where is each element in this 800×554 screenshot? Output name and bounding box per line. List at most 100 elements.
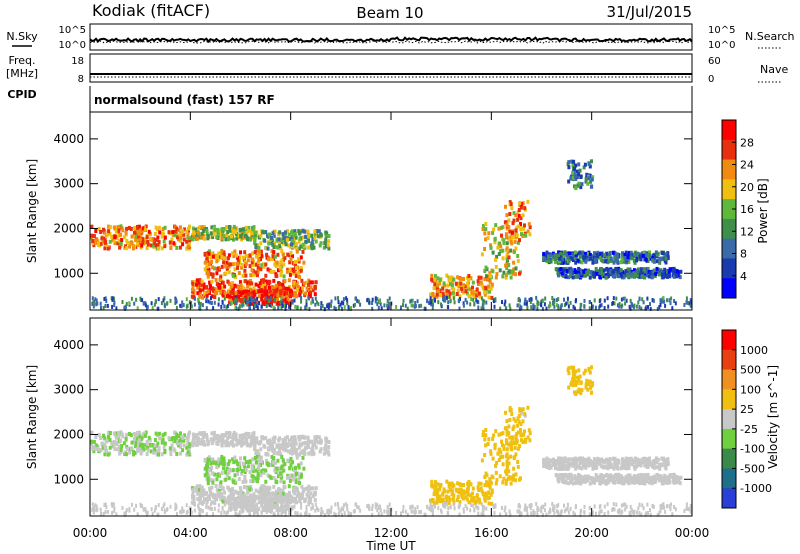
power-echo-cell [641,253,645,258]
velocity-echo-cell [446,495,450,500]
velocity-echo-cell [137,430,141,435]
power-echo-cell [477,291,481,296]
velocity-echo-cell [488,479,492,484]
power-echo-cell [664,274,667,279]
power-echo-cell [508,229,512,234]
power-echo-cell [514,246,518,251]
velocity-echo-cell [449,488,452,493]
velocity-echo-cell [456,481,460,486]
velocity-echo-cell [117,431,121,436]
power-echo-cell [175,245,179,250]
velocity-echo-cell [230,490,234,495]
power-echo-cell [485,274,488,279]
power-echo-cell [215,259,219,264]
velocity-echo-cell [218,461,222,465]
power-echo-cell [567,275,571,280]
power-echo-cell [383,303,386,308]
velocity-echo-cell [313,439,317,444]
velocity-echo-cell [294,465,297,470]
power-echo-cell [471,280,475,285]
velocity-echo-cell [584,465,588,470]
power-echo-cell [311,297,314,301]
velocity-echo-cell [202,491,206,496]
power-echo-cell [291,254,294,259]
velocity-echo-cell [171,436,175,441]
power-echo-cell [445,273,449,278]
noise-search-line [89,40,693,44]
velocity-echo-cell [192,440,196,445]
velocity-echo-cell [206,442,210,447]
power-echo-cell [663,267,667,272]
velocity-echo-cell [125,432,129,437]
velocity-echo-cell [606,480,610,484]
velocity-echo-cell [301,448,305,453]
power-echo-cell [560,260,563,265]
power-echo-cell [515,226,519,231]
power-echo-cell [579,185,583,190]
velocity-echo-cell [624,475,628,480]
power-echo-cell [108,231,112,236]
power-echo-cell [144,303,147,308]
velocity-echo-cell [455,498,459,502]
power-echo-cell [619,260,623,265]
power-echo-cell [511,235,515,240]
power-echo-cell [587,176,591,181]
power-echo-cell [222,253,226,258]
power-echo-cell [263,285,267,290]
power-echo-cell [222,256,226,261]
velocity-echo-cell [198,499,202,504]
power-echo-cell [674,301,677,306]
power-echo-cell [108,225,112,229]
power-echo-cell [178,233,182,237]
power-echo-cell [250,231,254,236]
velocity-echo-cell [218,438,222,443]
power-echo-cell [265,252,269,257]
velocity-echo-cell [451,489,454,494]
velocity-echo-cell [521,419,525,424]
power-echo-cell [519,205,523,210]
velocity-echo-cell [590,477,594,482]
power-echo-cell [507,255,511,260]
power-echo-cell [387,301,390,306]
power-echo-cell [414,304,417,308]
velocity-echo-cell [611,480,615,485]
power-echo-cell [504,275,508,280]
velocity-echo-cell [210,485,214,490]
power-echo-cell [330,299,333,304]
power-echo-cell [260,263,264,268]
velocity-echo-cell [652,465,656,470]
power-echo-cell [479,280,483,285]
power-echo-cell [652,298,655,303]
power-echo-cell [205,296,208,301]
velocity-echo-cell [547,461,550,465]
power-echo-cell [220,264,224,269]
velocity-echo-cell [299,450,303,455]
power-echo-cell [137,236,141,241]
power-echo-cell [523,223,526,228]
power-echo-cell [566,300,569,305]
power-echo-cell [628,304,631,309]
velocity-echo-cell [545,456,549,461]
power-echo-cell [231,262,235,267]
power-echo-cell [246,296,249,301]
velocity-echo-cell [175,441,179,446]
power-echo-cell [460,289,464,293]
power-echo-cell [574,272,578,277]
velocity-echo-cell [172,447,176,452]
power-echo-cell [632,305,635,310]
velocity-echo-cell [242,463,246,468]
power-echo-cell [191,289,195,294]
power-echo-cell [475,288,479,293]
velocity-echo-cell [244,439,248,444]
power-echo-cell [486,276,490,281]
power-echo-cell [247,299,250,304]
power-echo-cell [499,306,502,311]
velocity-echo-cell [234,497,238,501]
power-echo-cell [304,305,307,310]
power-echo-cell [117,225,121,230]
power-echo-cell [424,306,427,311]
power-echo-cell [483,269,487,273]
power-echo-cell [444,298,447,303]
velocity-echo-cell [234,433,237,438]
power-echo-cell [246,302,249,307]
